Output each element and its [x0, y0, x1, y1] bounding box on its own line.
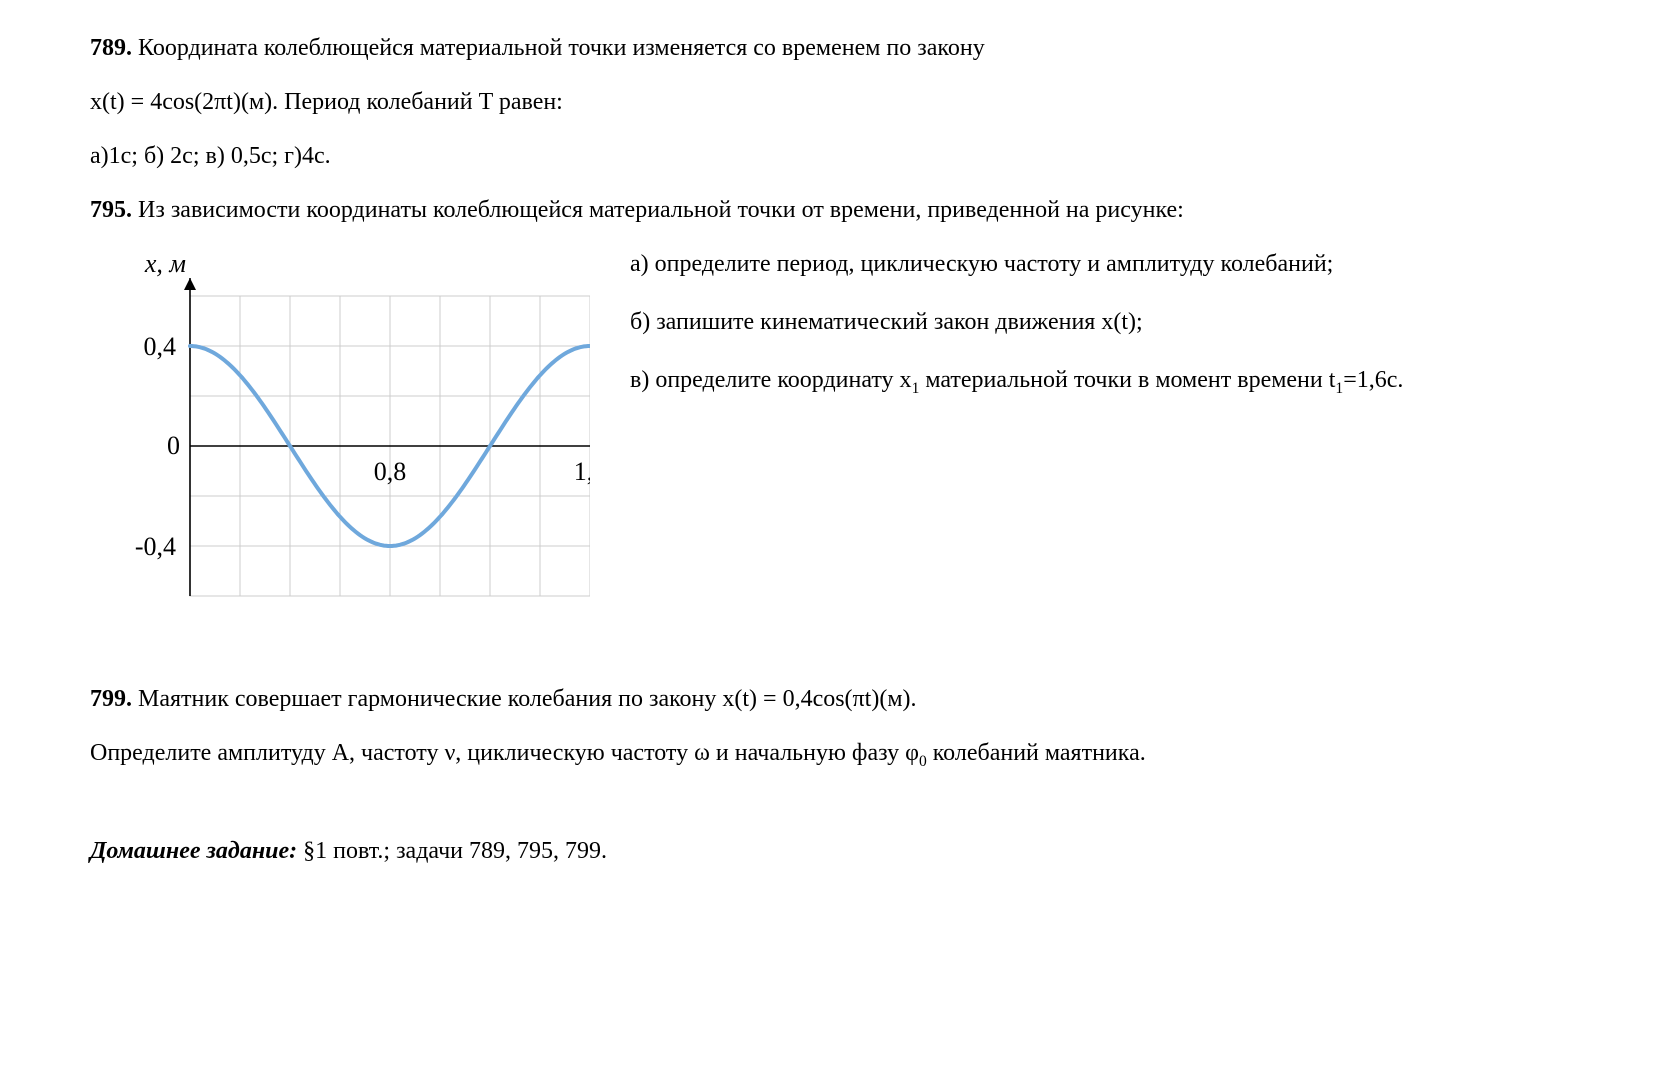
p799-line2-post: колебаний маятника.	[927, 740, 1146, 766]
homework-label: Домашнее задание:	[90, 838, 297, 864]
problem-799-line2: Определите амплитуду A, частоту ν, цикли…	[90, 735, 1564, 773]
problem-795-questions: а) определите период, циклическую частот…	[630, 246, 1564, 422]
p799-line2-sub: 0	[919, 753, 927, 770]
svg-text:0,8: 0,8	[374, 457, 407, 486]
problem-795-num: 795.	[90, 197, 132, 223]
oscillation-chart: x, мt, с0,40-0,40,81,6	[90, 246, 590, 657]
svg-text:0: 0	[167, 431, 180, 460]
p799-line2-pre: Определите амплитуду A, частоту ν, цикли…	[90, 740, 919, 766]
homework-text: §1 повт.; задачи 789, 795, 799.	[297, 838, 607, 864]
q795-c-post: =1,6с.	[1343, 367, 1403, 393]
problem-799-num: 799.	[90, 686, 132, 712]
q795-c-pre: в) определите координату x	[630, 367, 912, 393]
problem-799-line1: 799. Маятник совершает гармонические кол…	[90, 681, 1564, 717]
problem-789-line1: 789. Координата колеблющейся материально…	[90, 30, 1564, 66]
problem-789-text: Координата колеблющейся материальной точ…	[138, 35, 985, 61]
q795-b: б) запишите кинематический закон движени…	[630, 304, 1564, 340]
problem-789-formula: x(t) = 4cos(2πt)(м). Период колебаний T …	[90, 84, 1564, 120]
svg-text:0,4: 0,4	[144, 332, 177, 361]
svg-text:1,6: 1,6	[574, 457, 590, 486]
homework-line: Домашнее задание: §1 повт.; задачи 789, …	[90, 833, 1564, 869]
q795-c: в) определите координату x1 материальной…	[630, 362, 1564, 400]
svg-text:-0,4: -0,4	[135, 532, 176, 561]
q795-c-mid: материальной точки в момент времени t	[919, 367, 1335, 393]
problem-795-text: Из зависимости координаты колеблющейся м…	[138, 197, 1184, 223]
problem-789-options: а)1с; б) 2с; в) 0,5с; г)4с.	[90, 138, 1564, 174]
q795-a: а) определите период, циклическую частот…	[630, 246, 1564, 282]
problem-789-num: 789.	[90, 35, 132, 61]
problem-795-body: x, мt, с0,40-0,40,81,6 а) определите пер…	[90, 246, 1564, 657]
problem-795-line1: 795. Из зависимости координаты колеблюще…	[90, 192, 1564, 228]
svg-text:x, м: x, м	[144, 249, 186, 278]
problem-799-text1: Маятник совершает гармонические колебани…	[138, 686, 917, 712]
